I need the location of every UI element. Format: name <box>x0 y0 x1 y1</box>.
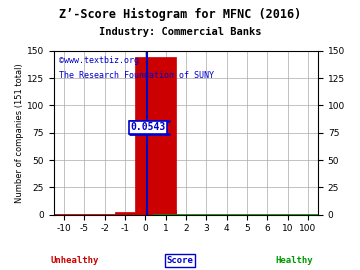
Bar <box>135 58 176 215</box>
Text: Score: Score <box>167 256 193 265</box>
Bar <box>166 210 176 215</box>
Y-axis label: Number of companies (151 total): Number of companies (151 total) <box>15 63 24 203</box>
Bar <box>115 212 135 215</box>
Text: Z’-Score Histogram for MFNC (2016): Z’-Score Histogram for MFNC (2016) <box>59 8 301 21</box>
Text: 0.0543: 0.0543 <box>130 122 165 132</box>
Text: Healthy: Healthy <box>275 256 313 265</box>
Text: The Research Foundation of SUNY: The Research Foundation of SUNY <box>59 70 214 80</box>
Text: Industry: Commercial Banks: Industry: Commercial Banks <box>99 27 261 37</box>
Text: Unhealthy: Unhealthy <box>50 256 99 265</box>
Text: ©www.textbiz.org: ©www.textbiz.org <box>59 56 139 65</box>
